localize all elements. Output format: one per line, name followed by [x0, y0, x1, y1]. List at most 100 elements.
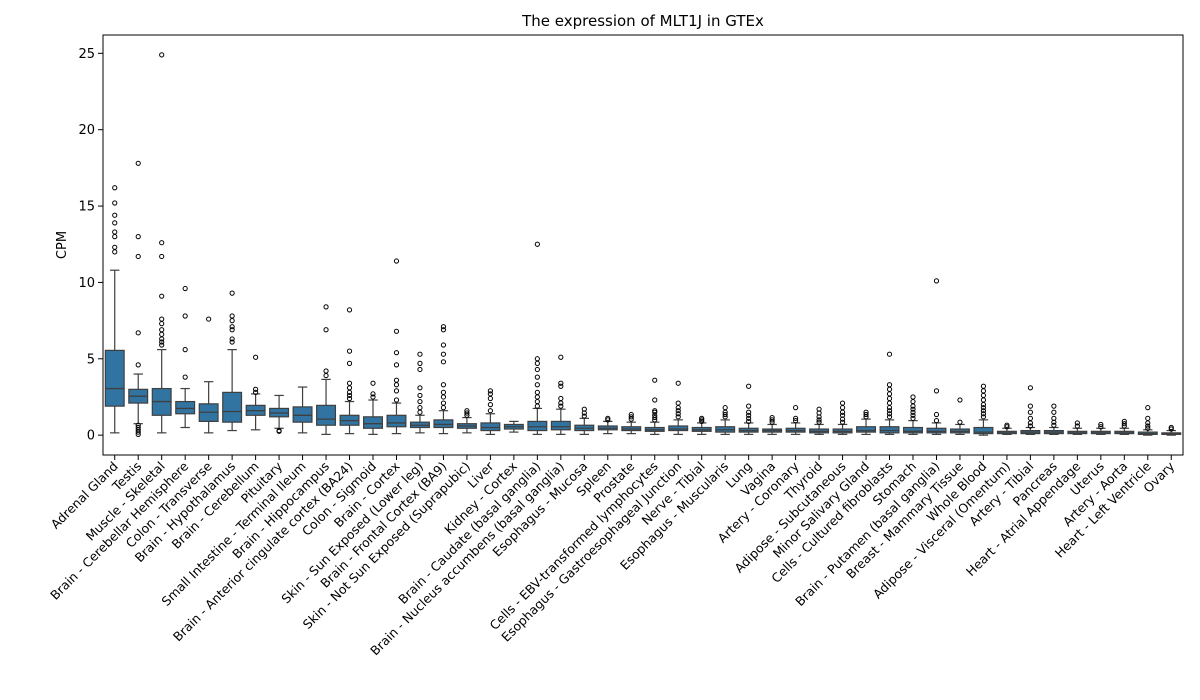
box-group [222, 290, 243, 432]
box-group [621, 411, 642, 435]
outlier-point [112, 249, 118, 255]
outlier-point [135, 253, 141, 260]
outlier-point [769, 417, 775, 423]
outlier-point [159, 339, 165, 345]
outlier-point [487, 395, 493, 402]
outlier-point [229, 339, 235, 345]
outlier-point [558, 395, 564, 402]
box-iqr [222, 391, 243, 423]
outlier-point [346, 385, 353, 391]
outlier-point [1027, 420, 1033, 426]
outlier-point [1145, 425, 1151, 431]
box-group [1137, 405, 1158, 436]
outlier-point [980, 411, 987, 417]
outlier-point [581, 406, 587, 412]
outlier-point [1051, 415, 1057, 421]
outlier-point [980, 408, 987, 414]
outlier-point [722, 405, 728, 411]
outlier-point [605, 415, 611, 421]
outlier-point [159, 342, 165, 348]
outlier-point [652, 397, 658, 403]
outlier-point [135, 330, 141, 336]
box-group [574, 406, 595, 435]
outlier-point [1168, 424, 1174, 431]
outlier-point [534, 394, 540, 400]
outlier-point [323, 372, 329, 379]
outlier-point [346, 380, 353, 386]
outlier-point [816, 417, 822, 423]
outlier-point [487, 402, 493, 408]
outlier-point [159, 52, 165, 58]
outlier-point [229, 324, 235, 330]
outlier-point [746, 409, 752, 415]
outlier-point [793, 405, 799, 411]
box-group [128, 160, 149, 437]
box-iqr [316, 404, 337, 426]
outlier-point [135, 362, 141, 368]
outlier-point [628, 411, 634, 418]
outlier-point [229, 327, 235, 333]
outlier-point [417, 405, 423, 411]
outlier-point [933, 418, 940, 424]
outlier-point [440, 382, 447, 388]
outlier-point [346, 392, 353, 399]
outlier-point [112, 234, 118, 240]
box-iqr [386, 414, 407, 428]
box-group [668, 380, 689, 435]
y-tick-label: 15 [78, 200, 95, 215]
outlier-point [253, 389, 259, 395]
box-group [1161, 424, 1182, 436]
outlier-point [1027, 409, 1033, 415]
outlier-point [675, 408, 681, 414]
box-iqr [175, 400, 196, 415]
box-group [1043, 403, 1064, 435]
box-group [456, 408, 477, 434]
outlier-point [159, 240, 165, 246]
outlier-point [417, 385, 423, 391]
outlier-point [675, 405, 681, 411]
outlier-point [1121, 418, 1127, 424]
box-group [363, 380, 383, 435]
box-iqr [856, 426, 877, 433]
box-group [104, 185, 125, 434]
outlier-point [886, 395, 893, 402]
box-group [879, 351, 900, 435]
outlier-point [1121, 421, 1127, 427]
outlier-point [980, 414, 987, 420]
box-iqr [550, 420, 571, 431]
outlier-point [135, 422, 141, 428]
outlier-point [933, 278, 940, 284]
outlier-point [1027, 403, 1033, 409]
outlier-point [839, 409, 846, 415]
box-iqr [903, 426, 923, 434]
outlier-point [1145, 420, 1151, 426]
outlier-point [558, 400, 564, 406]
outlier-point [910, 394, 916, 400]
outlier-point [393, 397, 400, 403]
outlier-point [722, 411, 728, 418]
outlier-point [159, 321, 165, 327]
box-group [715, 405, 736, 435]
outlier-point [1027, 385, 1033, 391]
box-group [832, 400, 853, 435]
outlier-point [1074, 420, 1080, 426]
outlier-point [440, 351, 447, 357]
box-group [973, 383, 994, 436]
outlier-point [746, 418, 752, 424]
box-group [809, 406, 830, 435]
outlier-point [886, 414, 893, 420]
outlier-point [229, 336, 235, 342]
outlier-point [393, 328, 400, 334]
outlier-point [487, 388, 493, 394]
outlier-point [182, 313, 188, 319]
box-group [1090, 421, 1111, 435]
box-iqr [926, 427, 947, 434]
outlier-point [159, 316, 165, 322]
box-group [996, 422, 1017, 435]
outlier-point [746, 412, 752, 418]
outlier-point [746, 403, 752, 409]
outlier-point [910, 406, 916, 412]
outlier-point [417, 360, 423, 366]
box-group [762, 414, 783, 435]
outlier-point [816, 406, 822, 412]
